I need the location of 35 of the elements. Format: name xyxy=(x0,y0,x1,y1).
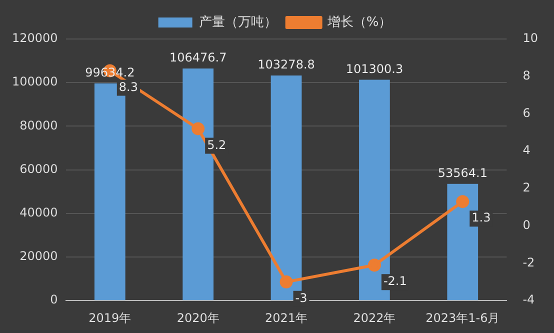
y2-tick-label: 6 xyxy=(522,106,530,120)
y2-tick-label: 0 xyxy=(522,218,530,232)
data-label: -2.1 xyxy=(383,274,407,288)
point xyxy=(280,275,293,288)
x-tick-label: 2019年 xyxy=(88,310,132,325)
data-label: 106476.7 xyxy=(169,50,227,65)
y2-tick-label: 4 xyxy=(522,143,530,158)
y-tick-label: 60000 xyxy=(20,162,58,176)
legend-label: 产量（万吨） xyxy=(198,14,277,30)
x-tick-label: 2022年 xyxy=(353,310,396,325)
y-tick-label: 120000 xyxy=(12,31,58,46)
y-tick-label: 80000 xyxy=(20,118,58,132)
y2-tick-label: 8 xyxy=(522,68,530,82)
y2-tick-label: -4 xyxy=(522,292,535,307)
data-label: 103278.8 xyxy=(258,58,315,72)
data-label: 5.2 xyxy=(207,138,226,152)
legend-label: 增长（%） xyxy=(326,14,392,30)
y2-tick-label: -2 xyxy=(522,255,535,270)
y2-tick-label: 10 xyxy=(522,31,538,46)
y-tick-label: 20000 xyxy=(20,249,58,264)
x-tick-label: 2021年 xyxy=(264,310,308,325)
data-label: 8.3 xyxy=(118,80,138,94)
data-label: -3 xyxy=(295,291,308,306)
point xyxy=(192,122,205,136)
point xyxy=(456,195,470,208)
data-label: 101300.3 xyxy=(346,62,404,76)
data-label: 53564.1 xyxy=(438,166,488,180)
point xyxy=(368,258,381,272)
y-tick-label: 0 xyxy=(50,292,58,307)
y2-tick-label: 2 xyxy=(522,180,530,195)
x-tick-label: 2023年1-6月 xyxy=(426,310,500,325)
data-label: 1.3 xyxy=(472,210,491,225)
y-tick-label: 100000 xyxy=(12,74,58,89)
y-tick-label: 40000 xyxy=(20,206,58,220)
x-tick-label: 2020年 xyxy=(176,310,220,325)
